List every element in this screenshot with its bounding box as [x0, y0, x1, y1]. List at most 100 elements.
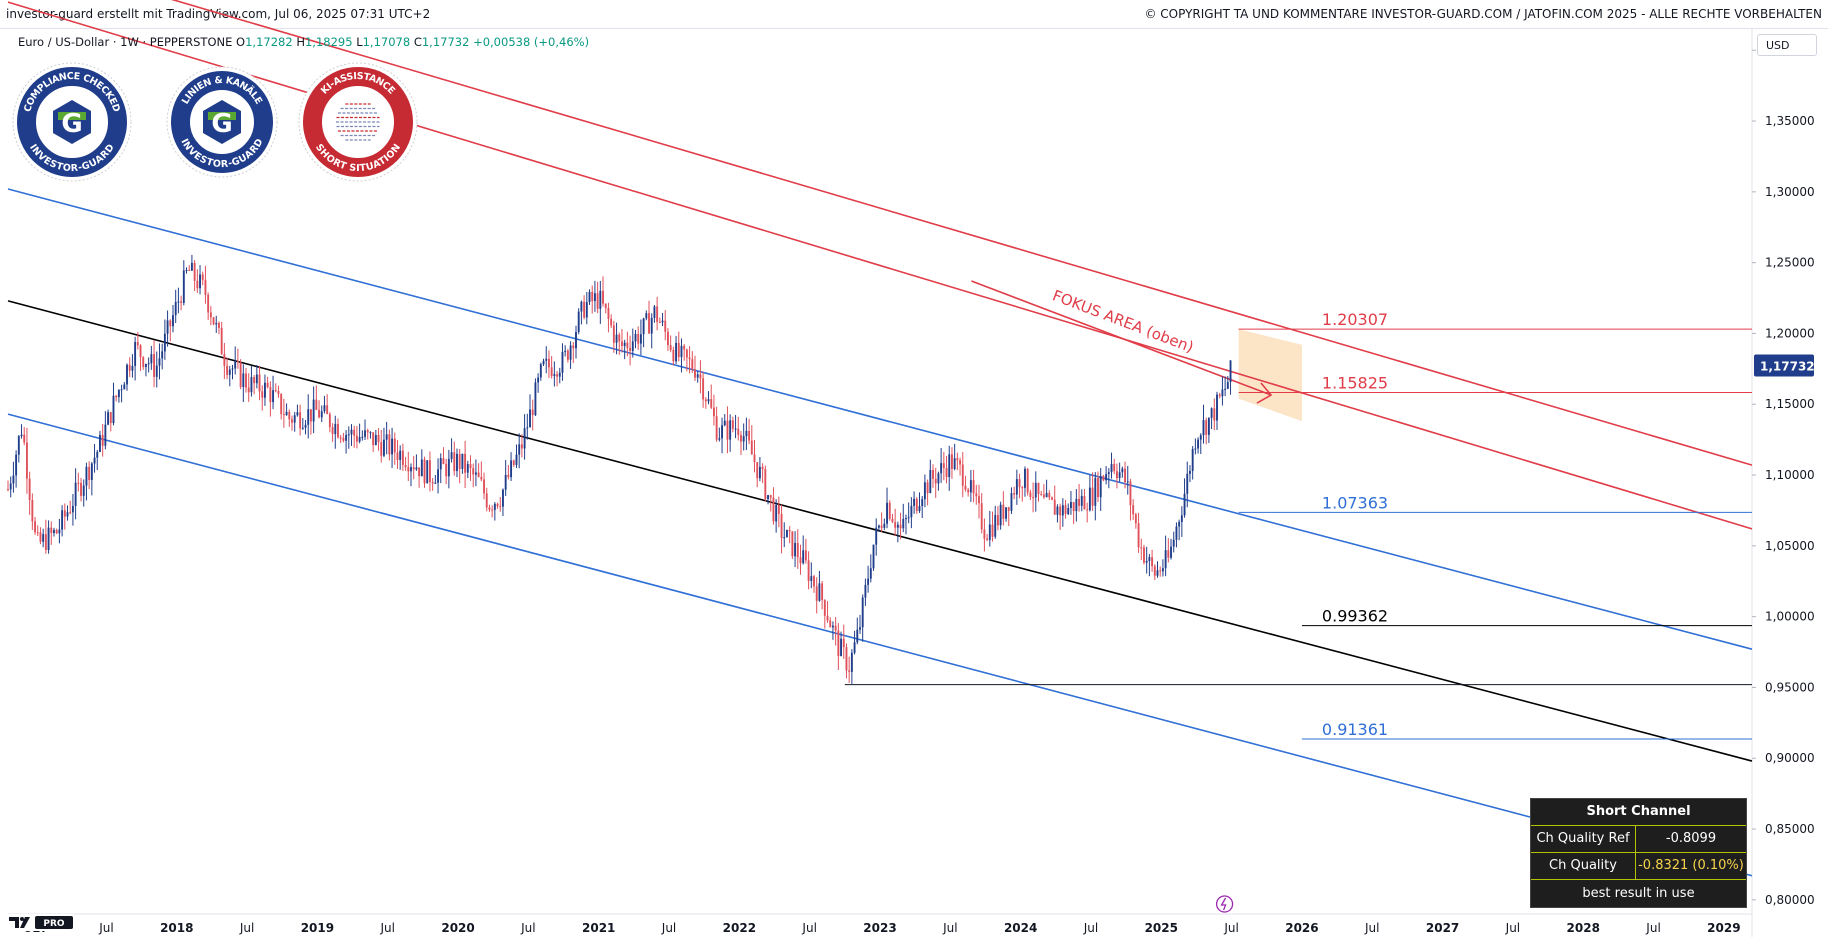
currency-button[interactable]: USD	[1757, 34, 1817, 56]
candle-body	[880, 525, 883, 528]
candle-body	[688, 357, 691, 360]
last-price-label: 1,17732	[1760, 360, 1815, 374]
candle-body	[42, 534, 45, 542]
candle-body	[786, 530, 788, 538]
candle-body	[967, 489, 970, 493]
candle-body	[1151, 557, 1154, 567]
candle-body	[464, 453, 467, 473]
svg-text:PRO: PRO	[43, 919, 65, 929]
candle-body	[47, 527, 50, 551]
candle-body	[610, 318, 613, 326]
candle-body	[913, 498, 916, 506]
candle-body	[1199, 435, 1202, 440]
candle-body	[675, 342, 678, 362]
candle-body	[17, 436, 20, 455]
candle-body	[312, 399, 315, 422]
candle-body	[710, 399, 713, 408]
candle-body	[385, 434, 388, 440]
candle-body	[585, 302, 588, 318]
y-tick-label: 1,05000	[1765, 539, 1815, 553]
candle-body	[334, 423, 337, 435]
candle-body	[1202, 420, 1205, 436]
candle-body	[1210, 408, 1213, 418]
x-tick-label: Jul	[1083, 921, 1098, 935]
candle-body	[410, 467, 412, 472]
candle-body	[815, 586, 818, 601]
candle-body	[169, 320, 172, 327]
candle-body	[737, 428, 740, 436]
candle-body	[101, 434, 104, 446]
candle-body	[988, 524, 991, 540]
candle-body	[775, 504, 778, 522]
candle-body	[347, 434, 350, 436]
tradingview-logo-icon[interactable]: PRO	[8, 914, 74, 931]
candle-body	[442, 458, 445, 465]
candle-body	[804, 550, 807, 561]
candle-body	[596, 293, 599, 309]
candle-body	[285, 411, 288, 416]
candle-body	[910, 505, 913, 518]
candle-body	[291, 419, 293, 423]
candle-body	[553, 374, 556, 377]
candle-body	[372, 432, 375, 446]
candle-body	[126, 364, 128, 385]
low-value: 1,17078	[362, 35, 411, 49]
candle-body	[607, 308, 610, 319]
candle-body	[1086, 509, 1089, 511]
candle-body	[337, 423, 339, 438]
candle-body	[212, 317, 215, 325]
candle-body	[193, 262, 196, 281]
fokus-area-label: FOKUS AREA (oben)	[1050, 286, 1196, 356]
candle-body	[231, 368, 234, 370]
candle-body	[1048, 493, 1051, 498]
candle-body	[999, 504, 1002, 526]
candle-body	[956, 458, 959, 461]
candle-body	[577, 311, 580, 333]
candle-body	[207, 294, 210, 313]
candle-body	[134, 342, 137, 366]
candle-body	[1221, 389, 1224, 397]
channel-line-red-upper	[171, 0, 1753, 466]
candle-body	[1186, 473, 1189, 494]
candle-body	[1007, 507, 1010, 511]
candle-body	[228, 369, 231, 375]
quality-table: Short Channel Ch Quality Ref -0.8099 Ch …	[1530, 798, 1747, 908]
candle-body	[128, 364, 131, 371]
candle-body	[621, 341, 623, 347]
candle-body	[672, 349, 675, 362]
candle-body	[667, 331, 669, 346]
candle-body	[209, 312, 212, 318]
symbol-info: Euro / US-Dollar · 1W · PEPPERSTONE O1,1…	[18, 35, 589, 49]
y-tick-label: 1,25000	[1765, 256, 1815, 270]
x-tick-label: 2019	[301, 921, 334, 935]
y-tick-label: 1,20000	[1765, 326, 1815, 340]
y-tick-label: 0,85000	[1765, 822, 1815, 836]
candle-body	[499, 506, 502, 508]
candle-body	[978, 496, 980, 504]
candle-body	[918, 506, 921, 511]
candle-body	[934, 478, 937, 484]
y-tick-label: 1,00000	[1765, 610, 1815, 624]
candle-body	[593, 293, 596, 302]
candle-body	[891, 518, 894, 523]
badge-hexagon	[203, 100, 241, 144]
candle-body	[280, 393, 283, 415]
symbol-name: Euro / US-Dollar · 1W · PEPPERSTONE	[18, 35, 233, 49]
x-tick-label: 2028	[1567, 921, 1600, 935]
candle-body	[388, 434, 391, 455]
candle-body	[309, 409, 312, 422]
candle-body	[959, 460, 962, 465]
table-row: Ch Quality -0.8321 (0.10%)	[1531, 853, 1746, 880]
candle-body	[234, 361, 237, 369]
x-tick-label: Jul	[520, 921, 535, 935]
candle-body	[66, 512, 69, 517]
candle-body	[867, 578, 870, 585]
candle-body	[637, 333, 640, 344]
x-tick-label: Jul	[1364, 921, 1379, 935]
candle-body	[591, 291, 594, 302]
y-tick-label: 0,95000	[1765, 680, 1815, 694]
candle-body	[342, 437, 345, 441]
candle-body	[1026, 468, 1029, 493]
